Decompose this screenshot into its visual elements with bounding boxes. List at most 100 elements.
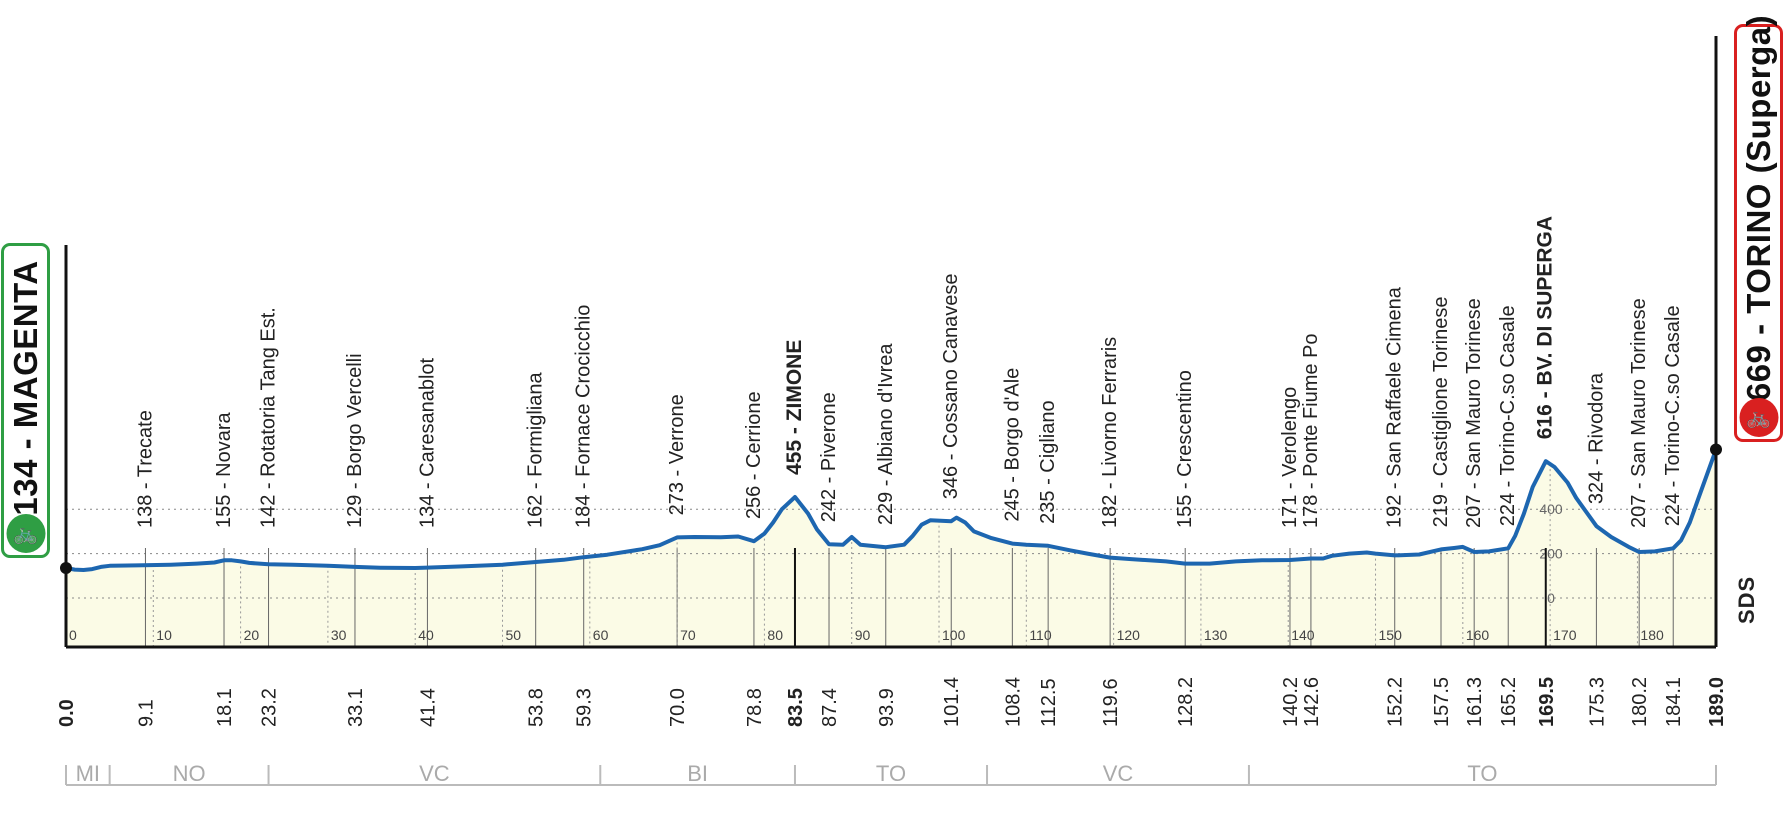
km-tick-label: 80 <box>767 627 783 643</box>
place-label: 142 - Rotatoria Tang Est. <box>258 307 280 528</box>
province-band: MI NO VC BI TO VC TO <box>65 761 1717 786</box>
km-tick-label: 0 <box>69 627 77 643</box>
distance-axis: 0 10 20 30 40 50 60 70 80 90 100 110 120 130 140 150 160… <box>60 36 1722 649</box>
place-label: 229 - Albiano d'Ivrea <box>875 343 897 526</box>
km-label: 33.1 <box>345 688 367 727</box>
km-tick-label: 130 <box>1204 627 1228 643</box>
km-tick-label: 140 <box>1291 627 1315 643</box>
km-tick-label: 90 <box>855 627 871 643</box>
km-tick-label: 60 <box>593 627 609 643</box>
km-label: 140.2 <box>1280 677 1302 727</box>
start-dot <box>60 562 72 575</box>
place-markers <box>144 464 1674 647</box>
km-tick-label: 10 <box>156 627 172 643</box>
km-label: 184.1 <box>1663 677 1685 727</box>
km-tick-label: 100 <box>942 627 966 643</box>
km-label: 59.3 <box>574 688 596 727</box>
place-label: 224 - Torino-C.so Casale <box>1497 305 1519 526</box>
km-tick-label: 160 <box>1466 627 1490 643</box>
km-label: 41.4 <box>417 688 439 727</box>
start-badge: 134 - MAGENTA 🚲 <box>1 243 50 558</box>
km-label: 101.4 <box>941 677 963 727</box>
km-label: 87.4 <box>819 688 841 727</box>
place-label: 138 - Trecate <box>134 410 156 528</box>
place-label: 273 - Verrone <box>666 394 688 515</box>
altitude-tick-label: 0 <box>1547 590 1555 606</box>
km-tick-label: 20 <box>244 627 260 643</box>
km-label: 112.5 <box>1038 678 1060 727</box>
finish-label: 669 - TORINO (Superga) <box>1739 15 1777 402</box>
place-label: 256 - Cerrione <box>743 391 765 519</box>
km-label: 161.3 <box>1464 677 1486 727</box>
km-label: 0.0 <box>56 699 78 727</box>
altitude-tick-label: 400 <box>1539 501 1563 517</box>
province-label: BI <box>687 761 708 786</box>
km-label: 169.5 <box>1536 677 1558 727</box>
finish-dot <box>1710 443 1722 456</box>
place-label: 455 - ZIMONE <box>783 340 806 475</box>
km-label: 9.1 <box>135 699 157 727</box>
km-label: 23.2 <box>259 688 281 727</box>
province-label: NO <box>173 761 206 786</box>
km-label: 128.2 <box>1175 677 1197 727</box>
km-label: 108.4 <box>1002 677 1024 727</box>
place-label: 219 - Castiglione Torinese <box>1430 296 1452 527</box>
km-tick-label: 50 <box>506 627 522 643</box>
place-label: 162 - Formigliana <box>525 371 547 528</box>
km-label: 78.8 <box>744 688 766 727</box>
km-tick-label: 70 <box>680 627 696 643</box>
place-label: 245 - Borgo d'Ale <box>1001 368 1023 522</box>
place-label: 184 - Fornace Crocicchio <box>573 305 595 528</box>
km-label: 175.3 <box>1586 677 1608 727</box>
km-labels: 0.0 9.1 18.1 23.2 33.1 41.4 53.8 59.3 70.0 78.8 83… <box>56 677 1728 727</box>
km-tick-label: 120 <box>1117 627 1141 643</box>
profile-line-layer <box>64 447 1718 572</box>
km-label: 189.0 <box>1706 677 1728 727</box>
km-label: 93.9 <box>876 688 898 727</box>
profile-line <box>64 447 1718 572</box>
place-label: 134 - Caresanablot <box>416 357 438 528</box>
place-label: 155 - Novara <box>213 412 235 528</box>
km-tick-label: 150 <box>1379 627 1403 643</box>
km-label: 142.6 <box>1301 677 1323 727</box>
km-label: 157.5 <box>1431 677 1453 727</box>
cyclist-icon: 🚲 <box>1739 398 1778 437</box>
place-label: 324 - Rivodora <box>1585 372 1607 504</box>
province-label: VC <box>1103 761 1134 786</box>
province-label: TO <box>1467 761 1497 786</box>
province-label: VC <box>419 761 450 786</box>
km-tick-label: 180 <box>1640 627 1664 643</box>
place-label: 207 - San Mauro Torinese <box>1628 298 1650 528</box>
km-tick-label: 40 <box>418 627 434 643</box>
km-label: 152.2 <box>1385 677 1407 727</box>
cyclist-icon: 🚲 <box>6 514 45 553</box>
place-label: 346 - Cossano Canavese <box>940 273 962 499</box>
place-labels: 138 - Trecate 155 - Novara 142 - Rotatoria… <box>134 216 1684 528</box>
km-label: 83.5 <box>785 688 807 727</box>
place-label: 155 - Crescentino <box>1174 370 1196 528</box>
place-label: 182 - Livorno Ferraris <box>1099 337 1121 528</box>
km-label: 180.2 <box>1629 677 1651 727</box>
finish-badge: 669 - TORINO (Superga) 🚲 <box>1734 15 1783 442</box>
start-label: 134 - MAGENTA <box>6 260 44 516</box>
km-label: 70.0 <box>667 688 689 727</box>
km-tick-label: 170 <box>1553 627 1577 643</box>
place-label: 178 - Ponte Fiume Po <box>1300 333 1322 528</box>
province-label: TO <box>876 761 906 786</box>
sds-logo: SDS <box>1734 575 1759 624</box>
place-label: 207 - San Mauro Torinese <box>1463 298 1485 528</box>
place-label: 129 - Borgo Vercelli <box>344 353 366 528</box>
km-tick-label: 30 <box>331 627 347 643</box>
km-label: 165.2 <box>1498 677 1520 727</box>
km-label: 53.8 <box>526 688 548 727</box>
place-label: 171 - Verolengo <box>1279 387 1301 528</box>
km-label: 18.1 <box>214 688 236 727</box>
place-label: 235 - Cigliano <box>1037 400 1059 523</box>
place-label: 192 - San Raffaele Cimena <box>1384 286 1406 528</box>
place-label: 224 - Torino-C.so Casale <box>1662 305 1684 526</box>
km-label: 119.6 <box>1100 678 1122 727</box>
km-tick-label: 110 <box>1029 627 1052 643</box>
province-label: MI <box>76 761 100 786</box>
place-label: 616 - BV. DI SUPERGA <box>1534 216 1557 439</box>
